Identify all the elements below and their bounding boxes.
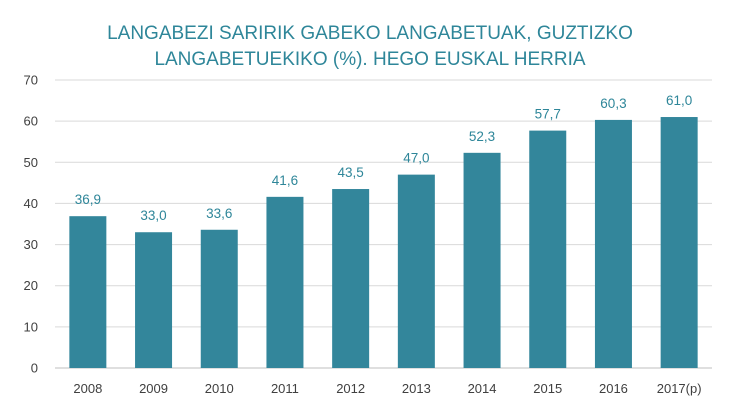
data-label: 43,5 bbox=[338, 165, 364, 180]
y-tick-label: 50 bbox=[24, 155, 38, 170]
bar bbox=[397, 174, 435, 368]
y-tick-label: 70 bbox=[24, 73, 38, 88]
bar bbox=[200, 229, 238, 368]
x-tick-label: 2015 bbox=[533, 381, 562, 396]
y-tick-label: 60 bbox=[24, 114, 38, 129]
bar bbox=[135, 232, 173, 368]
data-label: 33,6 bbox=[206, 206, 232, 221]
y-tick-label: 40 bbox=[24, 196, 38, 211]
x-tick-label: 2008 bbox=[73, 381, 102, 396]
bar bbox=[529, 130, 567, 368]
data-label: 57,7 bbox=[535, 107, 561, 122]
x-tick-label: 2009 bbox=[139, 381, 168, 396]
x-tick-label: 2017(p) bbox=[657, 381, 702, 396]
data-label: 60,3 bbox=[600, 96, 626, 111]
bar bbox=[463, 152, 501, 368]
data-label: 33,0 bbox=[140, 208, 166, 223]
y-tick-label: 10 bbox=[24, 319, 38, 334]
data-label: 52,3 bbox=[469, 129, 495, 144]
data-label: 41,6 bbox=[272, 173, 298, 188]
x-tick-label: 2013 bbox=[402, 381, 431, 396]
y-tick-label: 20 bbox=[24, 278, 38, 293]
y-tick-label: 30 bbox=[24, 237, 38, 252]
bar bbox=[332, 189, 370, 368]
data-label: 36,9 bbox=[75, 192, 101, 207]
x-tick-label: 2011 bbox=[271, 381, 299, 396]
chart-title-line-2: LANGABETUEKIKO (%). HEGO EUSKAL HERRIA bbox=[154, 49, 586, 70]
x-tick-label: 2012 bbox=[336, 381, 365, 396]
bar bbox=[266, 196, 304, 368]
data-label: 61,0 bbox=[666, 93, 692, 108]
x-tick-label: 2010 bbox=[205, 381, 234, 396]
bar bbox=[660, 117, 698, 369]
data-label: 47,0 bbox=[403, 151, 429, 166]
bar bbox=[69, 216, 107, 368]
bar bbox=[594, 119, 632, 368]
x-tick-label: 2016 bbox=[599, 381, 628, 396]
y-tick-label: 0 bbox=[31, 361, 38, 376]
chart-title-line-1: LANGABEZI SARIRIK GABEKO LANGABETUAK, GU… bbox=[107, 23, 633, 44]
x-tick-label: 2014 bbox=[468, 381, 497, 396]
